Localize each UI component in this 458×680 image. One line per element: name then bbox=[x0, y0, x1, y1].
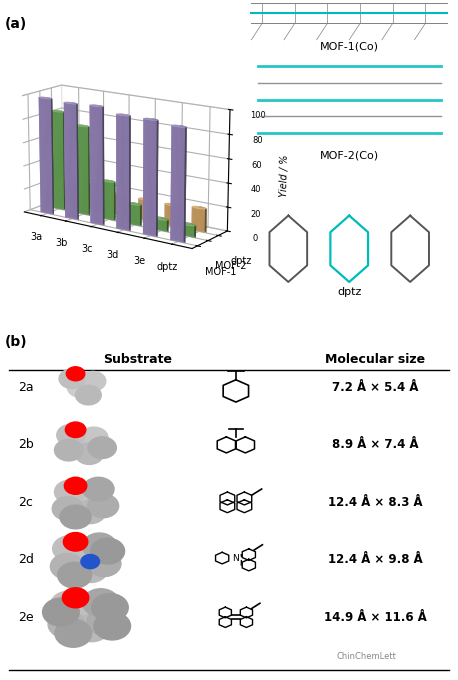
Circle shape bbox=[50, 591, 87, 619]
Text: 12.4 Å × 9.8 Å: 12.4 Å × 9.8 Å bbox=[328, 554, 423, 566]
Circle shape bbox=[60, 505, 91, 529]
Circle shape bbox=[78, 539, 112, 564]
Circle shape bbox=[79, 483, 110, 507]
Circle shape bbox=[48, 611, 85, 639]
Circle shape bbox=[63, 532, 88, 551]
Circle shape bbox=[65, 477, 87, 494]
Text: ChinChemLett: ChinChemLett bbox=[337, 652, 396, 661]
Text: 2d: 2d bbox=[18, 554, 34, 566]
Circle shape bbox=[88, 437, 116, 458]
Circle shape bbox=[74, 557, 108, 583]
Circle shape bbox=[63, 547, 97, 573]
Text: MOF-2(Co): MOF-2(Co) bbox=[320, 151, 379, 161]
Circle shape bbox=[87, 494, 119, 517]
Circle shape bbox=[94, 612, 131, 640]
Text: 2a: 2a bbox=[18, 381, 34, 394]
Circle shape bbox=[82, 589, 119, 617]
Text: 2b: 2b bbox=[18, 439, 34, 452]
Circle shape bbox=[55, 439, 83, 461]
Circle shape bbox=[92, 594, 128, 622]
Circle shape bbox=[78, 595, 114, 622]
Circle shape bbox=[66, 367, 85, 381]
Circle shape bbox=[73, 614, 110, 642]
Text: 7.2 Å × 5.4 Å: 7.2 Å × 5.4 Å bbox=[333, 381, 419, 394]
Circle shape bbox=[91, 539, 125, 564]
Circle shape bbox=[62, 588, 89, 608]
Circle shape bbox=[65, 422, 86, 437]
Circle shape bbox=[82, 533, 116, 559]
Circle shape bbox=[55, 480, 86, 504]
Circle shape bbox=[81, 554, 99, 568]
Circle shape bbox=[53, 536, 87, 562]
Circle shape bbox=[65, 490, 96, 514]
Circle shape bbox=[80, 427, 108, 449]
Text: (b): (b) bbox=[5, 335, 27, 350]
Circle shape bbox=[55, 619, 92, 647]
Circle shape bbox=[75, 443, 104, 464]
Text: (a): (a) bbox=[5, 17, 27, 31]
Circle shape bbox=[43, 598, 79, 626]
Text: 8.9 Å × 7.4 Å: 8.9 Å × 7.4 Å bbox=[333, 439, 419, 452]
Circle shape bbox=[87, 551, 121, 577]
Circle shape bbox=[50, 554, 84, 579]
Circle shape bbox=[52, 497, 83, 520]
Circle shape bbox=[57, 424, 85, 446]
Text: 2e: 2e bbox=[18, 611, 34, 624]
Circle shape bbox=[67, 377, 93, 397]
Circle shape bbox=[59, 369, 85, 388]
Text: 2c: 2c bbox=[18, 496, 33, 509]
Circle shape bbox=[58, 562, 92, 588]
Circle shape bbox=[76, 386, 101, 405]
Text: Substrate: Substrate bbox=[103, 353, 172, 366]
Circle shape bbox=[83, 477, 114, 501]
Text: dptz: dptz bbox=[337, 287, 361, 297]
Circle shape bbox=[75, 500, 106, 524]
Circle shape bbox=[80, 371, 106, 391]
Text: MOF-1(Co): MOF-1(Co) bbox=[320, 41, 379, 52]
Text: 12.4 Å × 8.3 Å: 12.4 Å × 8.3 Å bbox=[328, 496, 423, 509]
Circle shape bbox=[62, 603, 98, 631]
Circle shape bbox=[87, 607, 124, 635]
Text: 14.9 Å × 11.6 Å: 14.9 Å × 11.6 Å bbox=[324, 611, 427, 624]
Text: N: N bbox=[233, 554, 239, 562]
Circle shape bbox=[66, 434, 94, 456]
Text: Molecular size: Molecular size bbox=[326, 353, 425, 366]
